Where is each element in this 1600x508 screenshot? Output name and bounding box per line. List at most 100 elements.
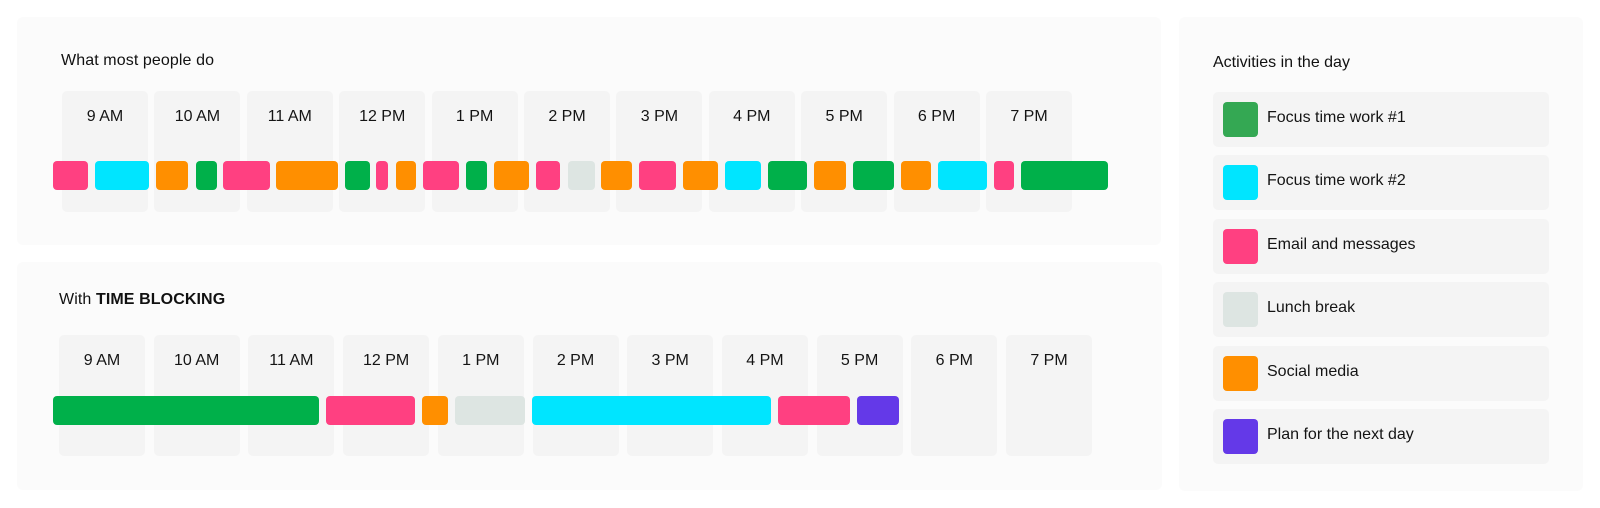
legend-label: Email and messages	[1267, 236, 1416, 253]
activity-block-email-and-messages	[223, 161, 270, 190]
legend-item-social-media: Social media	[1213, 346, 1549, 401]
legend-label: Focus time work #2	[1267, 172, 1406, 189]
activity-block-email-and-messages	[423, 161, 459, 190]
hour-label: 4 PM	[746, 352, 784, 369]
panel-what-most-people-do: What most people do 9 AM 10 AM 11 AM 12 PM 1…	[17, 17, 1161, 245]
activity-block-email-and-messages	[536, 161, 560, 190]
hour-label: 12 PM	[362, 352, 410, 369]
activity-block-email-and-messages	[639, 161, 676, 190]
color-swatch-icon	[1223, 102, 1258, 137]
legend-label: Social media	[1267, 363, 1359, 380]
legend-item-focus-time-work-1: Focus time work #1	[1213, 92, 1549, 147]
hour-column-7-pm: 7 PM	[1006, 335, 1092, 456]
activity-block-focus-time-work-1	[345, 161, 370, 190]
title-prefix: With	[59, 291, 96, 308]
hour-column-2-pm: 2 PM	[524, 91, 610, 212]
activity-block-focus-time-work-1	[853, 161, 894, 190]
activity-block-social-media	[814, 161, 846, 190]
hour-column-5-pm: 5 PM	[816, 335, 903, 456]
hour-label: 5 PM	[825, 108, 863, 125]
legend-item-focus-time-work-2: Focus time work #2	[1213, 155, 1549, 210]
activity-block-social-media	[601, 161, 632, 190]
activity-block-email-and-messages	[994, 161, 1014, 190]
activity-block-focus-time-work-1	[768, 161, 807, 190]
hour-column-4-pm: 4 PM	[721, 335, 808, 456]
legend-label: Plan for the next day	[1267, 426, 1414, 443]
legend-item-lunch-break: Lunch break	[1213, 282, 1549, 337]
hour-column-10-am: 10 AM	[154, 91, 241, 212]
activity-block-social-media	[683, 161, 718, 190]
hour-label: 10 AM	[174, 352, 220, 369]
activity-block-social-media	[156, 161, 188, 190]
activity-block-lunch-break	[455, 396, 525, 425]
legend-item-email-and-messages: Email and messages	[1213, 219, 1549, 274]
color-swatch-icon	[1223, 229, 1258, 264]
hour-column-2-pm: 2 PM	[532, 335, 619, 456]
hour-label: 11 AM	[269, 352, 314, 369]
activity-block-focus-time-work-2	[95, 161, 149, 190]
hour-label: 9 AM	[86, 108, 124, 125]
activity-block-social-media	[901, 161, 931, 190]
hour-label: 1 PM	[455, 108, 494, 125]
activity-block-email-and-messages	[376, 161, 388, 190]
hour-column-12-pm: 12 PM	[343, 335, 430, 456]
activity-block-focus-time-work-2	[938, 161, 987, 190]
activity-block-plan-for-the-next-day	[857, 396, 899, 425]
activity-block-focus-time-work-1	[196, 161, 217, 190]
activity-block-focus-time-work-2	[532, 396, 771, 425]
hour-column-12-pm: 12 PM	[339, 91, 426, 212]
hour-label: 4 PM	[733, 108, 771, 125]
hour-label: 6 PM	[917, 108, 956, 125]
activity-block-social-media	[276, 161, 338, 190]
activity-block-focus-time-work-1	[1021, 161, 1108, 190]
hour-label: 2 PM	[548, 108, 586, 125]
hour-column-9-am: 9 AM	[59, 335, 145, 456]
hour-label: 7 PM	[1010, 108, 1048, 125]
hour-column-3-pm: 3 PM	[616, 91, 703, 212]
hour-label: 9 AM	[83, 352, 121, 369]
hour-label: 5 PM	[840, 352, 879, 369]
hour-column-5-pm: 5 PM	[801, 91, 888, 212]
hour-column-10-am: 10 AM	[153, 335, 240, 456]
legend-item-plan-for-the-next-day: Plan for the next day	[1213, 409, 1549, 464]
color-swatch-icon	[1223, 165, 1258, 200]
hour-label: 11 AM	[267, 108, 312, 125]
activity-block-lunch-break	[568, 161, 595, 190]
activity-block-focus-time-work-1	[466, 161, 487, 190]
activity-block-social-media	[396, 161, 416, 190]
activity-block-focus-time-work-2	[725, 161, 761, 190]
panel-title: What most people do	[61, 52, 215, 69]
legend-label: Lunch break	[1267, 299, 1356, 316]
hour-column-11-am: 11 AM	[246, 91, 333, 212]
hour-column-1-pm: 1 PM	[431, 91, 518, 212]
hour-label: 10 AM	[174, 108, 221, 125]
activity-block-email-and-messages	[53, 161, 88, 190]
hour-label: 6 PM	[935, 352, 973, 369]
hour-column-1-pm: 1 PM	[437, 335, 524, 456]
hour-label: 2 PM	[556, 352, 595, 369]
activity-block-email-and-messages	[326, 396, 415, 425]
legend-label: Focus time work #1	[1267, 109, 1406, 126]
activity-block-email-and-messages	[778, 396, 850, 425]
hour-column-11-am: 11 AM	[248, 335, 335, 456]
panel-with-time-blocking: With TIME BLOCKING 9 AM 10 AM 11 AM 12 PM 1 …	[17, 262, 1162, 490]
hour-label: 1 PM	[462, 352, 500, 369]
hour-column-4-pm: 4 PM	[708, 91, 795, 212]
hour-label: 3 PM	[651, 352, 689, 369]
panel-title: With TIME BLOCKING	[59, 291, 225, 309]
hour-label: 7 PM	[1030, 352, 1068, 369]
activity-block-social-media	[494, 161, 529, 190]
hour-column-6-pm: 6 PM	[893, 91, 980, 212]
color-swatch-icon	[1223, 292, 1258, 327]
color-swatch-icon	[1223, 356, 1258, 391]
legend-title: Activities in the day	[1213, 54, 1350, 71]
hour-column-6-pm: 6 PM	[911, 335, 998, 456]
legend-panel: Activities in the day Focus time work #1…	[1179, 17, 1583, 491]
activity-block-focus-time-work-1	[53, 396, 319, 425]
activity-block-social-media	[422, 396, 448, 425]
color-swatch-icon	[1223, 419, 1258, 454]
hour-label: 3 PM	[640, 108, 679, 125]
hour-label: 12 PM	[359, 108, 406, 125]
hour-column-9-am: 9 AM	[62, 91, 148, 212]
hour-column-3-pm: 3 PM	[627, 335, 714, 456]
